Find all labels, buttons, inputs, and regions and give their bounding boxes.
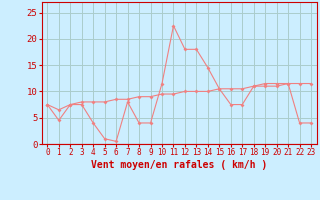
X-axis label: Vent moyen/en rafales ( km/h ): Vent moyen/en rafales ( km/h ) — [91, 160, 267, 170]
